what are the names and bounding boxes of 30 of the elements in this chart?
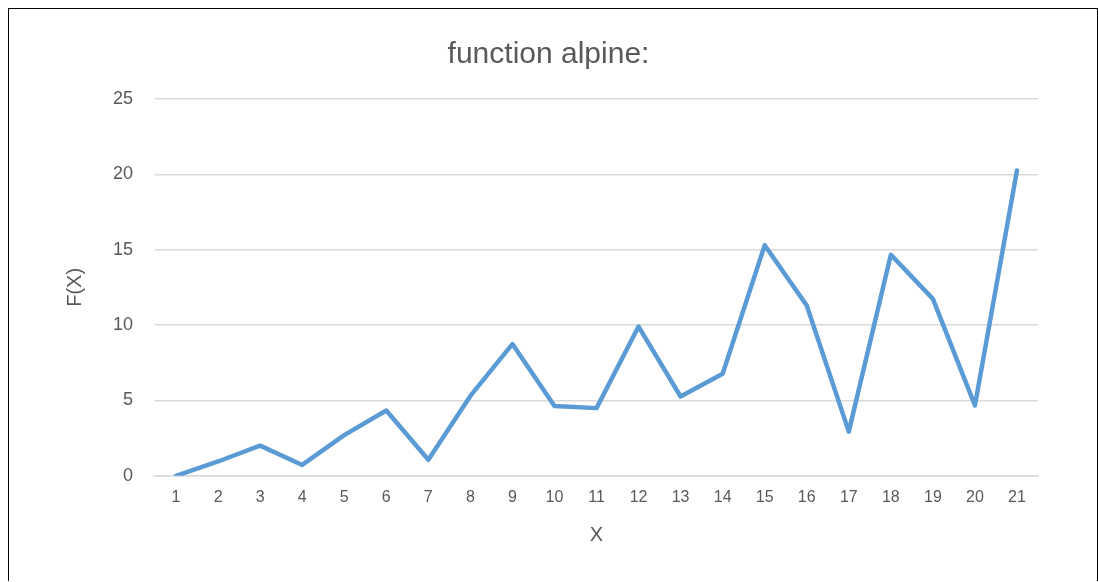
y-tick-label: 20 (112, 163, 134, 184)
x-tick-label: 11 (588, 487, 605, 505)
x-tick-label: 19 (923, 487, 942, 505)
x-tick-label: 2 (213, 487, 223, 505)
x-tick-label: 1 (171, 487, 181, 505)
x-tick-label: 15 (755, 487, 774, 505)
x-tick-label: 5 (339, 487, 349, 505)
y-tick-label: 5 (123, 389, 134, 410)
x-tick-label: 16 (797, 487, 816, 505)
x-tick-label: 7 (423, 487, 433, 505)
x-tick-label: 14 (713, 487, 732, 505)
y-axis-title: F(X) (62, 267, 85, 307)
chart-title: function alpine: (447, 36, 650, 70)
x-tick-label: 21 (1008, 487, 1026, 505)
x-tick-label: 20 (966, 487, 984, 505)
x-tick-label: 18 (881, 487, 900, 505)
x-tick-label: 10 (545, 487, 564, 505)
y-tick-label: 15 (112, 238, 134, 259)
x-tick-label: 9 (507, 487, 517, 505)
x-tick-label: 3 (255, 487, 265, 505)
x-tick-label: 12 (629, 487, 648, 505)
x-tick-label: 13 (671, 487, 690, 505)
y-tick-label: 10 (112, 314, 134, 335)
x-tick-label: 8 (465, 487, 475, 505)
x-axis-title: X (589, 522, 604, 545)
x-tick-label: 17 (839, 487, 858, 505)
x-tick-label: 6 (381, 487, 391, 505)
y-tick-label: 25 (112, 87, 134, 108)
x-tick-label: 4 (297, 487, 307, 505)
y-tick-label: 0 (123, 464, 134, 485)
